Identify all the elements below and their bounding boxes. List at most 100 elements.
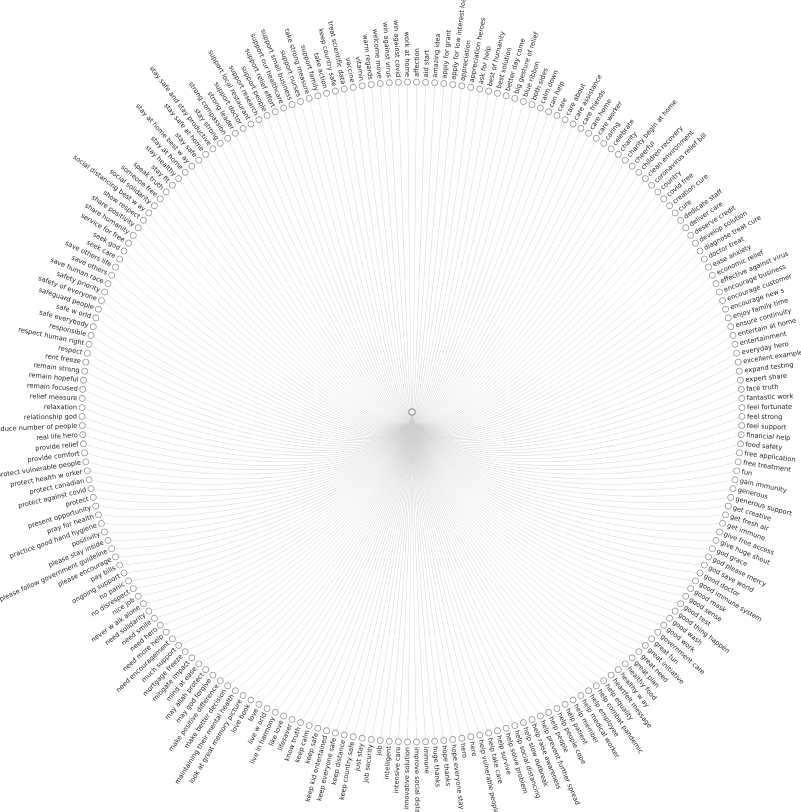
leaf-node[interactable] xyxy=(716,528,723,536)
leaf-node[interactable] xyxy=(666,202,673,210)
leaf-node[interactable] xyxy=(255,116,263,123)
leaf-node[interactable] xyxy=(577,125,585,132)
leaf-node[interactable] xyxy=(660,195,668,203)
leaf-node[interactable] xyxy=(92,502,100,510)
leaf-node[interactable] xyxy=(271,108,279,116)
leaf-node[interactable] xyxy=(385,737,393,745)
leaf-node[interactable] xyxy=(78,422,86,429)
leaf-node[interactable] xyxy=(168,635,176,643)
leaf-node[interactable] xyxy=(280,104,287,112)
leaf-node[interactable] xyxy=(332,729,339,737)
leaf-node[interactable] xyxy=(168,181,176,189)
leaf-node[interactable] xyxy=(494,89,501,97)
leaf-node[interactable] xyxy=(202,666,210,673)
leaf-node[interactable] xyxy=(413,738,420,746)
leaf-node[interactable] xyxy=(449,81,457,88)
leaf-node[interactable] xyxy=(494,727,501,735)
leaf-node[interactable] xyxy=(349,83,357,91)
leaf-node[interactable] xyxy=(340,731,348,739)
leaf-node[interactable] xyxy=(162,628,170,636)
leaf-node[interactable] xyxy=(404,78,411,86)
leaf-node[interactable] xyxy=(231,129,239,137)
leaf-node[interactable] xyxy=(502,724,510,732)
leaf-node[interactable] xyxy=(705,263,712,271)
leaf-node[interactable] xyxy=(85,340,93,348)
leaf-node[interactable] xyxy=(151,202,158,210)
leaf-node[interactable] xyxy=(422,78,429,86)
leaf-node[interactable] xyxy=(79,431,87,439)
leaf-node[interactable] xyxy=(733,349,741,357)
leaf-node[interactable] xyxy=(722,511,729,519)
leaf-node[interactable] xyxy=(108,545,116,553)
leaf-node[interactable] xyxy=(569,120,577,128)
leaf-node[interactable] xyxy=(349,733,357,741)
leaf-node[interactable] xyxy=(737,376,744,384)
leaf-node[interactable] xyxy=(654,188,662,196)
leaf-node[interactable] xyxy=(104,537,112,544)
leaf-node[interactable] xyxy=(314,724,322,732)
leaf-node[interactable] xyxy=(216,140,224,147)
leaf-node[interactable] xyxy=(92,314,100,322)
leaf-node[interactable] xyxy=(727,494,735,501)
leaf-node[interactable] xyxy=(729,485,737,492)
leaf-node[interactable] xyxy=(687,231,695,239)
leaf-node[interactable] xyxy=(712,280,720,287)
leaf-node[interactable] xyxy=(476,731,484,739)
leaf-node[interactable] xyxy=(731,340,739,348)
leaf-node[interactable] xyxy=(216,677,224,684)
leaf-node[interactable] xyxy=(385,79,393,87)
leaf-node[interactable] xyxy=(628,162,636,170)
leaf-node[interactable] xyxy=(95,305,102,313)
leaf-node[interactable] xyxy=(263,705,271,712)
leaf-node[interactable] xyxy=(458,82,466,90)
leaf-node[interactable] xyxy=(181,168,189,176)
leaf-node[interactable] xyxy=(156,195,164,203)
leaf-node[interactable] xyxy=(458,734,466,742)
leaf-node[interactable] xyxy=(731,476,739,484)
leaf-node[interactable] xyxy=(224,134,232,142)
leaf-node[interactable] xyxy=(677,216,684,224)
leaf-node[interactable] xyxy=(305,95,313,102)
leaf-node[interactable] xyxy=(376,737,384,744)
leaf-node[interactable] xyxy=(708,271,716,279)
leaf-node[interactable] xyxy=(134,592,142,600)
leaf-node[interactable] xyxy=(367,736,375,743)
leaf-node[interactable] xyxy=(80,440,87,448)
leaf-node[interactable] xyxy=(224,682,232,690)
leaf-node[interactable] xyxy=(677,600,684,608)
leaf-node[interactable] xyxy=(188,162,196,170)
leaf-node[interactable] xyxy=(323,727,330,735)
leaf-node[interactable] xyxy=(511,722,519,729)
leaf-node[interactable] xyxy=(577,692,585,699)
leaf-node[interactable] xyxy=(431,737,439,745)
leaf-node[interactable] xyxy=(89,494,97,501)
leaf-node[interactable] xyxy=(654,628,662,636)
leaf-node[interactable] xyxy=(724,314,732,322)
leaf-node[interactable] xyxy=(734,458,742,466)
leaf-node[interactable] xyxy=(87,485,95,492)
leaf-node[interactable] xyxy=(358,734,366,742)
leaf-node[interactable] xyxy=(671,607,679,615)
leaf-node[interactable] xyxy=(641,641,649,649)
leaf-node[interactable] xyxy=(440,737,448,744)
leaf-node[interactable] xyxy=(537,104,544,112)
leaf-node[interactable] xyxy=(195,156,203,164)
leaf-node[interactable] xyxy=(592,682,600,690)
leaf-node[interactable] xyxy=(85,476,93,484)
leaf-node[interactable] xyxy=(431,79,439,87)
leaf-node[interactable] xyxy=(553,705,561,712)
leaf-node[interactable] xyxy=(485,729,492,737)
leaf-node[interactable] xyxy=(628,654,636,662)
leaf-node[interactable] xyxy=(553,112,561,119)
leaf-node[interactable] xyxy=(511,95,519,102)
leaf-node[interactable] xyxy=(239,125,247,132)
leaf-node[interactable] xyxy=(569,696,577,704)
leaf-node[interactable] xyxy=(476,85,484,93)
leaf-node[interactable] xyxy=(116,561,123,569)
leaf-node[interactable] xyxy=(648,181,656,189)
leaf-node[interactable] xyxy=(89,323,97,330)
leaf-node[interactable] xyxy=(404,738,411,746)
leaf-node[interactable] xyxy=(467,83,475,91)
leaf-node[interactable] xyxy=(82,358,90,366)
leaf-node[interactable] xyxy=(247,120,255,128)
